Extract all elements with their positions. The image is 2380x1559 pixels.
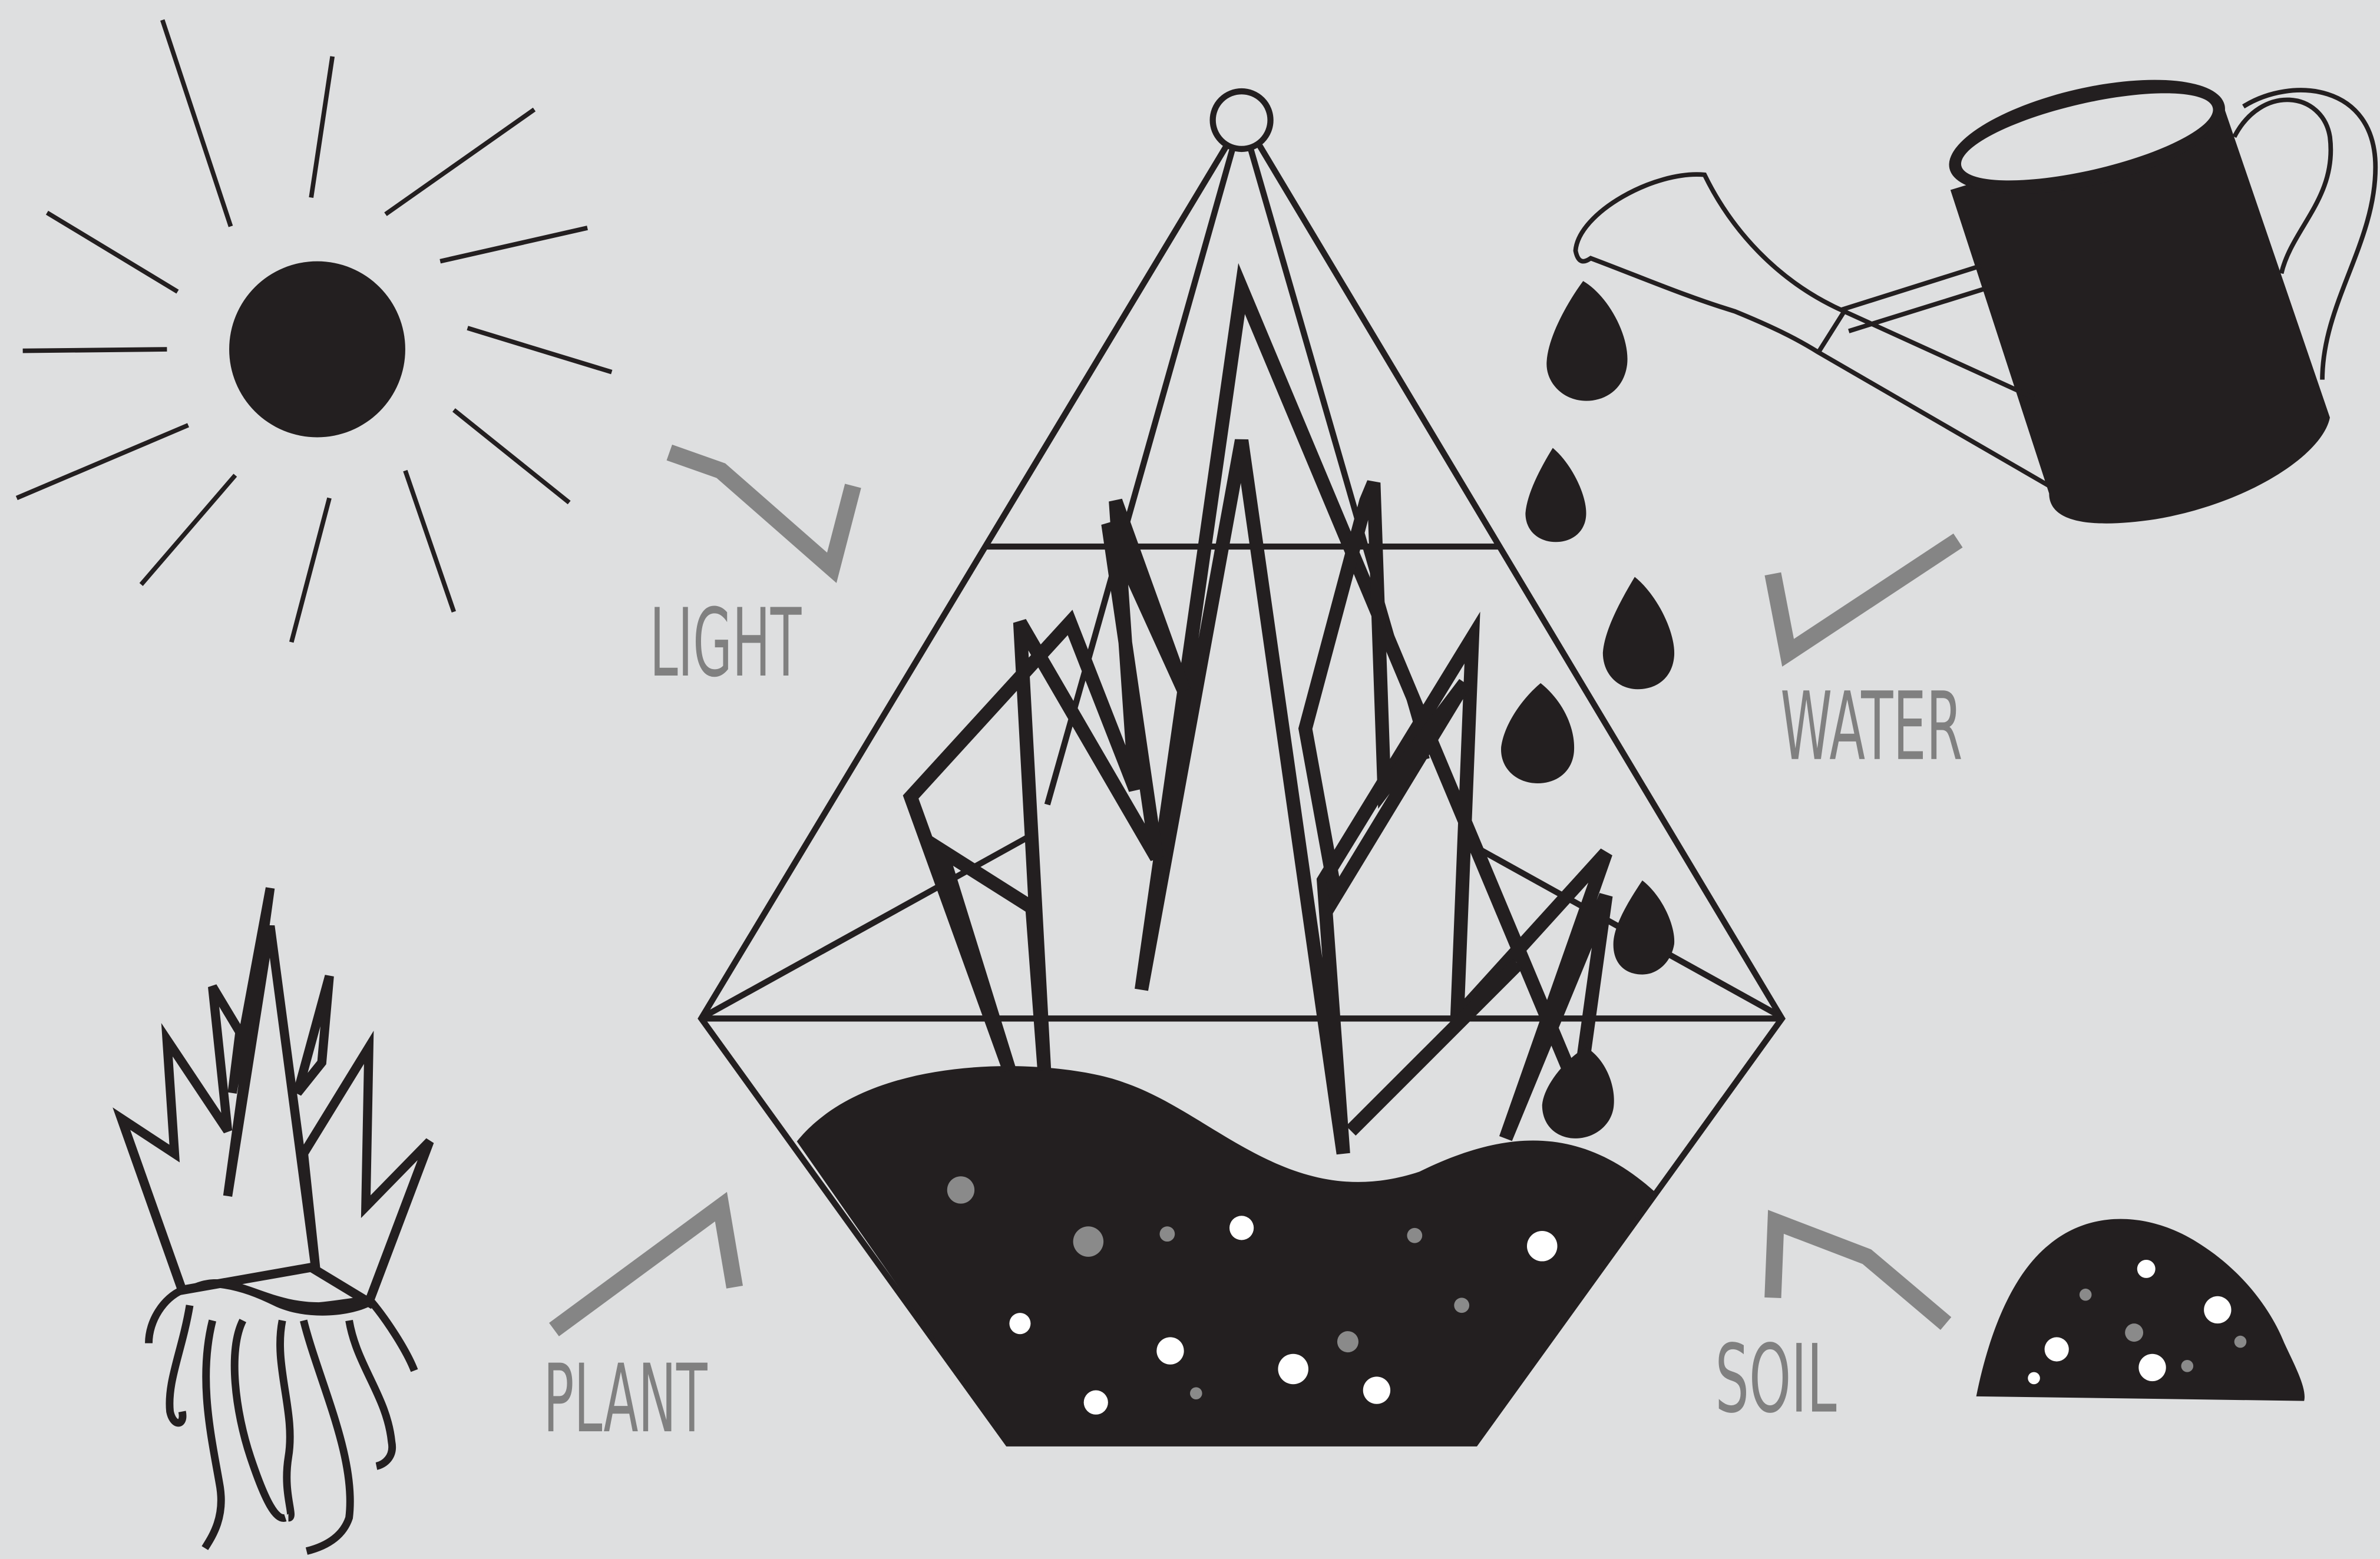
light-label: LIGHT (650, 588, 802, 698)
plant-label: PLANT (543, 1344, 708, 1454)
water-label: WATER (1780, 672, 1962, 782)
illustration: LIGHT WATER PLANT SOIL (0, 0, 2380, 1559)
soil-label: SOIL (1715, 1325, 1836, 1434)
page: LIGHT WATER PLANT SOIL (() => { const da… (0, 0, 2380, 1559)
